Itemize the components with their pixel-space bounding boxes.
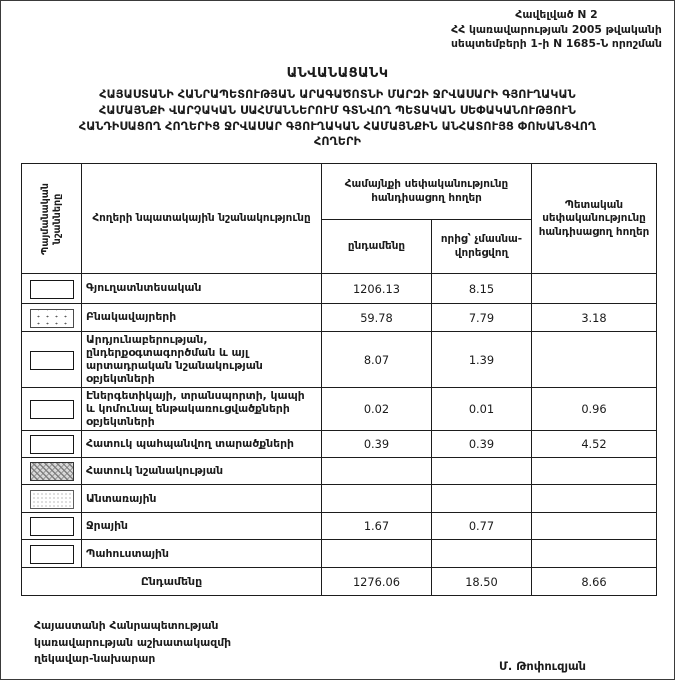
table-header-row-1: Պայմանական նշանները Հողերի նպատակային նշ… xyxy=(21,163,657,275)
land-designation-label: Ջրային xyxy=(81,512,322,541)
column-header-state-lands: Պետական սեփականությունը հանդիսացող հողեր xyxy=(531,163,657,275)
legend-symbol-cell xyxy=(21,539,82,569)
column-header-total: ընդամենը xyxy=(321,219,432,275)
legend-symbol-special-purpose xyxy=(29,462,74,482)
legend-symbol-industrial xyxy=(29,350,74,370)
state-lands-value: 0.96 xyxy=(531,387,657,432)
table-row: Բնակավայրերի 59.78 7.79 3.18 xyxy=(21,303,657,333)
legend-symbol-cell xyxy=(21,331,82,389)
community-total-value xyxy=(321,457,432,486)
non-privatized-value xyxy=(431,457,532,486)
community-total-value: 1206.13 xyxy=(321,273,432,305)
appendix-header: Հավելված N 2 ՀՀ կառավարության 2005 թվակա… xyxy=(451,8,662,52)
column-header-symbols-label: Պայմանական նշանները xyxy=(39,182,63,255)
non-privatized-value xyxy=(431,484,532,514)
non-privatized-value xyxy=(431,539,532,569)
non-privatized-value: 0.39 xyxy=(431,430,532,459)
signatory-title-block: Հայաստանի Հանրապետության կառավարության ա… xyxy=(34,618,231,667)
document-title: ԱՆՎԱՆԱՑԱՆԿ ՀԱՅԱՍՏԱՆԻ ՀԱՆՐԱՊԵՏՈՒԹՅԱՆ ԱՐԱԳ… xyxy=(1,66,674,151)
column-header-community-group: Համայնքի սեփականությունը հանդիսացող հողե… xyxy=(321,163,532,221)
table-row: Ջրային 1.67 0.77 xyxy=(21,512,657,541)
land-designation-label: Հատուկ պահպանվող տարածքների xyxy=(81,430,322,459)
community-total-value: 0.02 xyxy=(321,387,432,432)
non-privatized-value: 0.01 xyxy=(431,387,532,432)
table-total-row: Ընդամենը 1276.06 18.50 8.66 xyxy=(21,567,657,597)
legend-symbol-cell xyxy=(21,273,82,305)
signatory-title-line-3: ղեկավար-նախարար xyxy=(34,651,156,665)
land-designation-label: Պահուստային xyxy=(81,539,322,569)
total-non-privatized-value: 18.50 xyxy=(431,567,532,597)
table-row: Անտառային xyxy=(21,484,657,514)
table-header-row-2: ընդամենը որից՝ չմասնա-վորեցվող xyxy=(22,219,657,275)
community-total-value: 0.39 xyxy=(321,430,432,459)
community-total-value xyxy=(321,484,432,514)
title-line-2: ՀԱՄԱՅՆՔԻ ՎԱՐՉԱԿԱՆ ՍԱՀՄԱՆՆԵՐՈՒՄ ԳՏՆՎՈՂ ՊԵ… xyxy=(98,103,577,117)
land-designation-label: Էներգետիկայի, տրանսպորտի, կապի և կոմունա… xyxy=(81,387,322,432)
state-lands-value xyxy=(531,512,657,541)
title-line-3: ՀԱՆԴԻՍԱՑՈՂ ՀՈՂԵՐԻՑ ՋՐՎԱՍԱՐ ԳՅՈՒՂԱԿԱՆ ՀԱՄ… xyxy=(78,119,597,133)
title-line-4: ՀՈՂԵՐԻ xyxy=(313,135,362,149)
state-lands-value xyxy=(531,539,657,569)
community-total-value: 8.07 xyxy=(321,331,432,389)
decree-government-line: ՀՀ կառավարության 2005 թվականի xyxy=(451,22,662,36)
land-designation-label: Անտառային xyxy=(81,484,322,514)
legend-symbol-settlements xyxy=(29,308,74,328)
legend-symbol-agricultural xyxy=(29,279,74,299)
community-total-value: 59.78 xyxy=(321,303,432,333)
legend-symbol-water xyxy=(29,517,74,537)
signatory-name: Մ. Թոփուզյան xyxy=(498,659,586,674)
total-state-lands-value: 8.66 xyxy=(531,567,657,597)
community-total-value: 1.67 xyxy=(321,512,432,541)
legend-symbol-reserve xyxy=(29,544,74,564)
non-privatized-value: 7.79 xyxy=(431,303,532,333)
land-designation-label: Արդյունաբերության, ընդերքօգտագործման և ա… xyxy=(81,331,322,389)
legend-symbol-cell xyxy=(21,303,82,333)
column-header-symbols: Պայմանական նշանները xyxy=(21,163,82,275)
table-row: Գյուղատնտեսական 1206.13 8.15 xyxy=(21,273,657,305)
appendix-number: Հավելված N 2 xyxy=(515,8,598,21)
table-row: Արդյունաբերության, ընդերքօգտագործման և ա… xyxy=(21,331,657,389)
legend-symbol-cell xyxy=(21,430,82,459)
decree-date-line: սեպտեմբերի 1-ի N 1685-Ն որոշման xyxy=(450,37,662,51)
table-row: Պահուստային xyxy=(21,539,657,569)
state-lands-value xyxy=(531,331,657,389)
legend-symbol-forest xyxy=(29,489,74,509)
non-privatized-value: 0.77 xyxy=(431,512,532,541)
legend-symbol-cell xyxy=(21,457,82,486)
community-total-value xyxy=(321,539,432,569)
land-designation-label: Հատուկ նշանակության xyxy=(81,457,322,486)
table-row: Հատուկ պահպանվող տարածքների 0.39 0.39 4.… xyxy=(21,430,657,459)
land-designation-label: Բնակավայրերի xyxy=(81,303,322,333)
legend-symbol-infrastructure xyxy=(29,400,74,420)
column-header-of-which: որից՝ չմասնա-վորեցվող xyxy=(431,219,532,275)
title-line-1: ՀԱՅԱՍՏԱՆԻ ՀԱՆՐԱՊԵՏՈՒԹՅԱՆ ԱՐԱԳԱԾՈՏՆԻ ՄԱՐԶ… xyxy=(99,87,576,101)
table-row: Էներգետիկայի, տրանսպորտի, կապի և կոմունա… xyxy=(21,387,657,432)
table-row: Հատուկ նշանակության xyxy=(21,457,657,486)
title-main: ԱՆՎԱՆԱՑԱՆԿ xyxy=(286,65,389,81)
non-privatized-value: 1.39 xyxy=(431,331,532,389)
state-lands-value xyxy=(531,484,657,514)
legend-symbol-protected-areas xyxy=(29,435,74,455)
state-lands-value xyxy=(531,273,657,305)
document-footer: Հայաստանի Հանրապետության կառավարության ա… xyxy=(34,618,586,673)
signatory-title-line-2: կառավարության աշխատակազմի xyxy=(34,635,232,649)
legend-symbol-cell xyxy=(21,512,82,541)
total-community-value: 1276.06 xyxy=(321,567,432,597)
state-lands-value: 3.18 xyxy=(531,303,657,333)
state-lands-value: 4.52 xyxy=(531,430,657,459)
signatory-title-line-1: Հայաստանի Հանրապետության xyxy=(34,619,219,633)
legend-symbol-cell xyxy=(21,484,82,514)
state-lands-value xyxy=(531,457,657,486)
land-transfer-table: Պայմանական նշանները Հողերի նպատակային նշ… xyxy=(21,163,657,597)
legend-symbol-cell xyxy=(21,387,82,432)
column-header-designation: Հողերի նպատակային նշանակությունը xyxy=(81,163,322,275)
total-row-label: Ընդամենը xyxy=(21,567,322,597)
non-privatized-value: 8.15 xyxy=(431,273,532,305)
land-designation-label: Գյուղատնտեսական xyxy=(81,273,322,305)
